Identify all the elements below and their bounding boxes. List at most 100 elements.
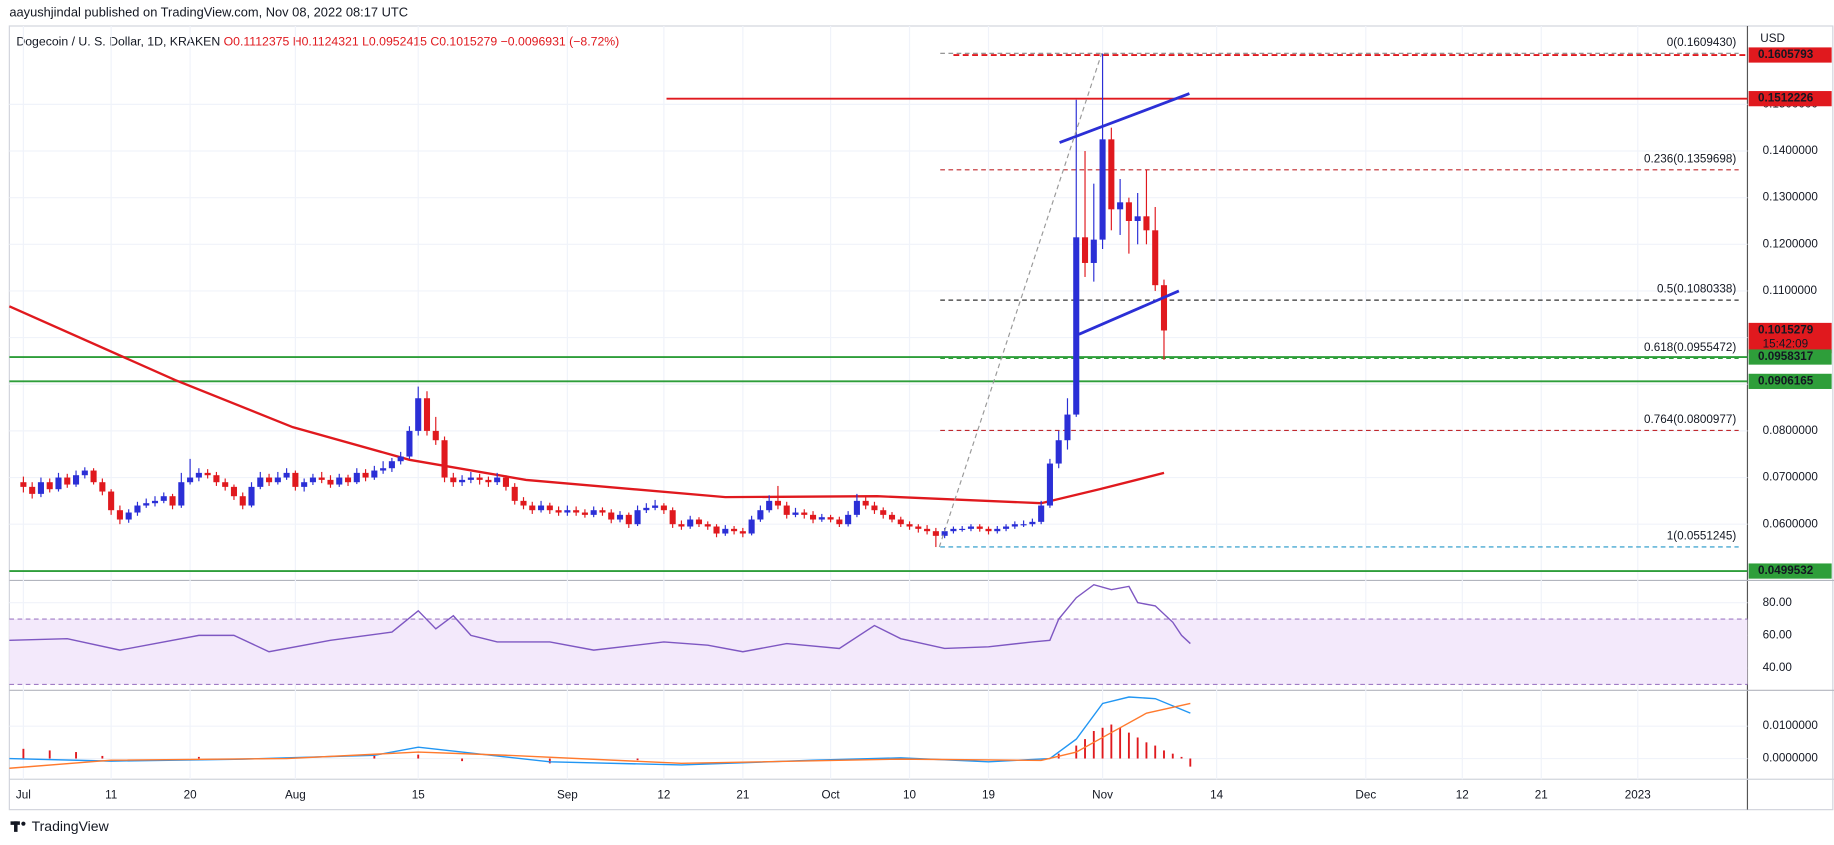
candle-body xyxy=(573,510,580,513)
candle-body xyxy=(1064,414,1071,441)
candle-body xyxy=(29,486,36,494)
histogram-bar xyxy=(636,758,639,761)
candle-body xyxy=(46,482,53,490)
candle-body xyxy=(1134,216,1141,221)
candle-body xyxy=(116,510,123,520)
candle-body xyxy=(1160,285,1168,331)
candle-body xyxy=(704,524,711,527)
candle-body xyxy=(187,477,194,483)
candle-body xyxy=(809,514,817,520)
histogram-bar xyxy=(101,755,104,759)
price-label: 0.1512226 xyxy=(1758,92,1814,105)
candle-body xyxy=(1038,505,1045,522)
histogram-bar xyxy=(1127,732,1130,759)
fib-label: 0.5(0.1080338) xyxy=(1657,283,1736,296)
candle-body xyxy=(555,510,562,513)
candle-body xyxy=(625,514,632,525)
candle-body xyxy=(344,477,352,483)
histogram-bar xyxy=(22,748,25,759)
candle-body xyxy=(423,398,431,431)
candle-body xyxy=(230,486,238,497)
y-tick-label: 0.1300000 xyxy=(1763,191,1819,204)
candle-body xyxy=(204,472,211,476)
candle-body xyxy=(169,496,176,506)
candle-body xyxy=(108,491,115,511)
candle-body xyxy=(301,482,308,487)
x-tick-label: Jul xyxy=(16,789,31,802)
candle-body xyxy=(143,503,150,506)
candle-body xyxy=(1029,521,1036,525)
candle-body xyxy=(1117,202,1124,210)
candle-body xyxy=(494,477,501,483)
y-tick-label: 0.0700000 xyxy=(1763,471,1819,484)
histogram-bar xyxy=(1154,745,1157,759)
candle-body xyxy=(924,528,931,532)
y-tick-label: 0.0600000 xyxy=(1763,517,1819,530)
y-tick-label: 0.0000000 xyxy=(1763,752,1819,765)
price-label-box xyxy=(1748,91,1832,107)
candle-body xyxy=(467,477,474,480)
fib-label: 1(0.0551245) xyxy=(1667,529,1737,542)
candle-body xyxy=(257,477,264,487)
candle-body xyxy=(160,496,167,501)
candle-body xyxy=(985,528,992,532)
x-tick-label: 21 xyxy=(1535,789,1548,802)
price-label-box xyxy=(1748,349,1832,365)
histogram-bar xyxy=(1180,756,1183,759)
candle-body xyxy=(1099,139,1106,240)
candle-body xyxy=(72,475,80,485)
logo xyxy=(10,821,26,832)
candle-body xyxy=(616,514,624,520)
high: H0.1124321 xyxy=(293,35,359,49)
candle-body xyxy=(783,505,790,515)
x-tick-label: Dec xyxy=(1355,789,1376,802)
candle-body xyxy=(459,479,466,483)
candle-body xyxy=(327,479,334,485)
candle-body xyxy=(538,505,545,511)
histogram-bar xyxy=(197,756,200,759)
candle-body xyxy=(520,500,527,506)
candle-body xyxy=(511,486,518,501)
candle-body xyxy=(1090,239,1097,263)
candle-body xyxy=(362,472,369,478)
symbol: Dogecoin / U. S. Dollar, 1D, KRAKEN xyxy=(16,35,220,49)
histogram-bar xyxy=(1092,731,1095,759)
x-tick-label: Oct xyxy=(821,789,840,802)
candle-body xyxy=(1081,237,1089,263)
candle-body xyxy=(195,472,202,478)
candle-body xyxy=(959,528,966,531)
candle-body xyxy=(932,531,939,536)
candle-body xyxy=(134,505,141,513)
y-tick-label: 40.00 xyxy=(1763,661,1793,674)
price-label: 0.1605793 xyxy=(1758,48,1814,61)
candle-body xyxy=(897,519,904,525)
candle-body xyxy=(1011,524,1018,527)
candle-body xyxy=(248,486,255,506)
moving-average xyxy=(8,305,1165,505)
fib-label: 0.618(0.0955472) xyxy=(1644,341,1736,354)
candle-body xyxy=(581,512,588,515)
candle-body xyxy=(1003,526,1010,529)
trendline xyxy=(1059,92,1190,144)
candle-body xyxy=(178,482,185,506)
candle-body xyxy=(336,477,343,485)
candle-body xyxy=(20,482,27,487)
rsi-line xyxy=(9,583,1191,653)
y-tick-label: 0.1100000 xyxy=(1763,284,1818,297)
price-label-box xyxy=(1748,47,1832,63)
candle-body xyxy=(371,470,378,478)
candle-body xyxy=(415,398,422,431)
candle-body xyxy=(774,500,781,506)
x-tick-label: 10 xyxy=(903,789,917,802)
candle-body xyxy=(239,496,246,506)
candle-body xyxy=(669,510,676,525)
x-tick-label: 21 xyxy=(736,789,749,802)
y-tick-label: 60.00 xyxy=(1763,628,1793,641)
candle-body xyxy=(441,440,448,478)
candle-body xyxy=(950,528,957,532)
candle-body xyxy=(792,512,799,515)
candle-body xyxy=(634,510,641,525)
